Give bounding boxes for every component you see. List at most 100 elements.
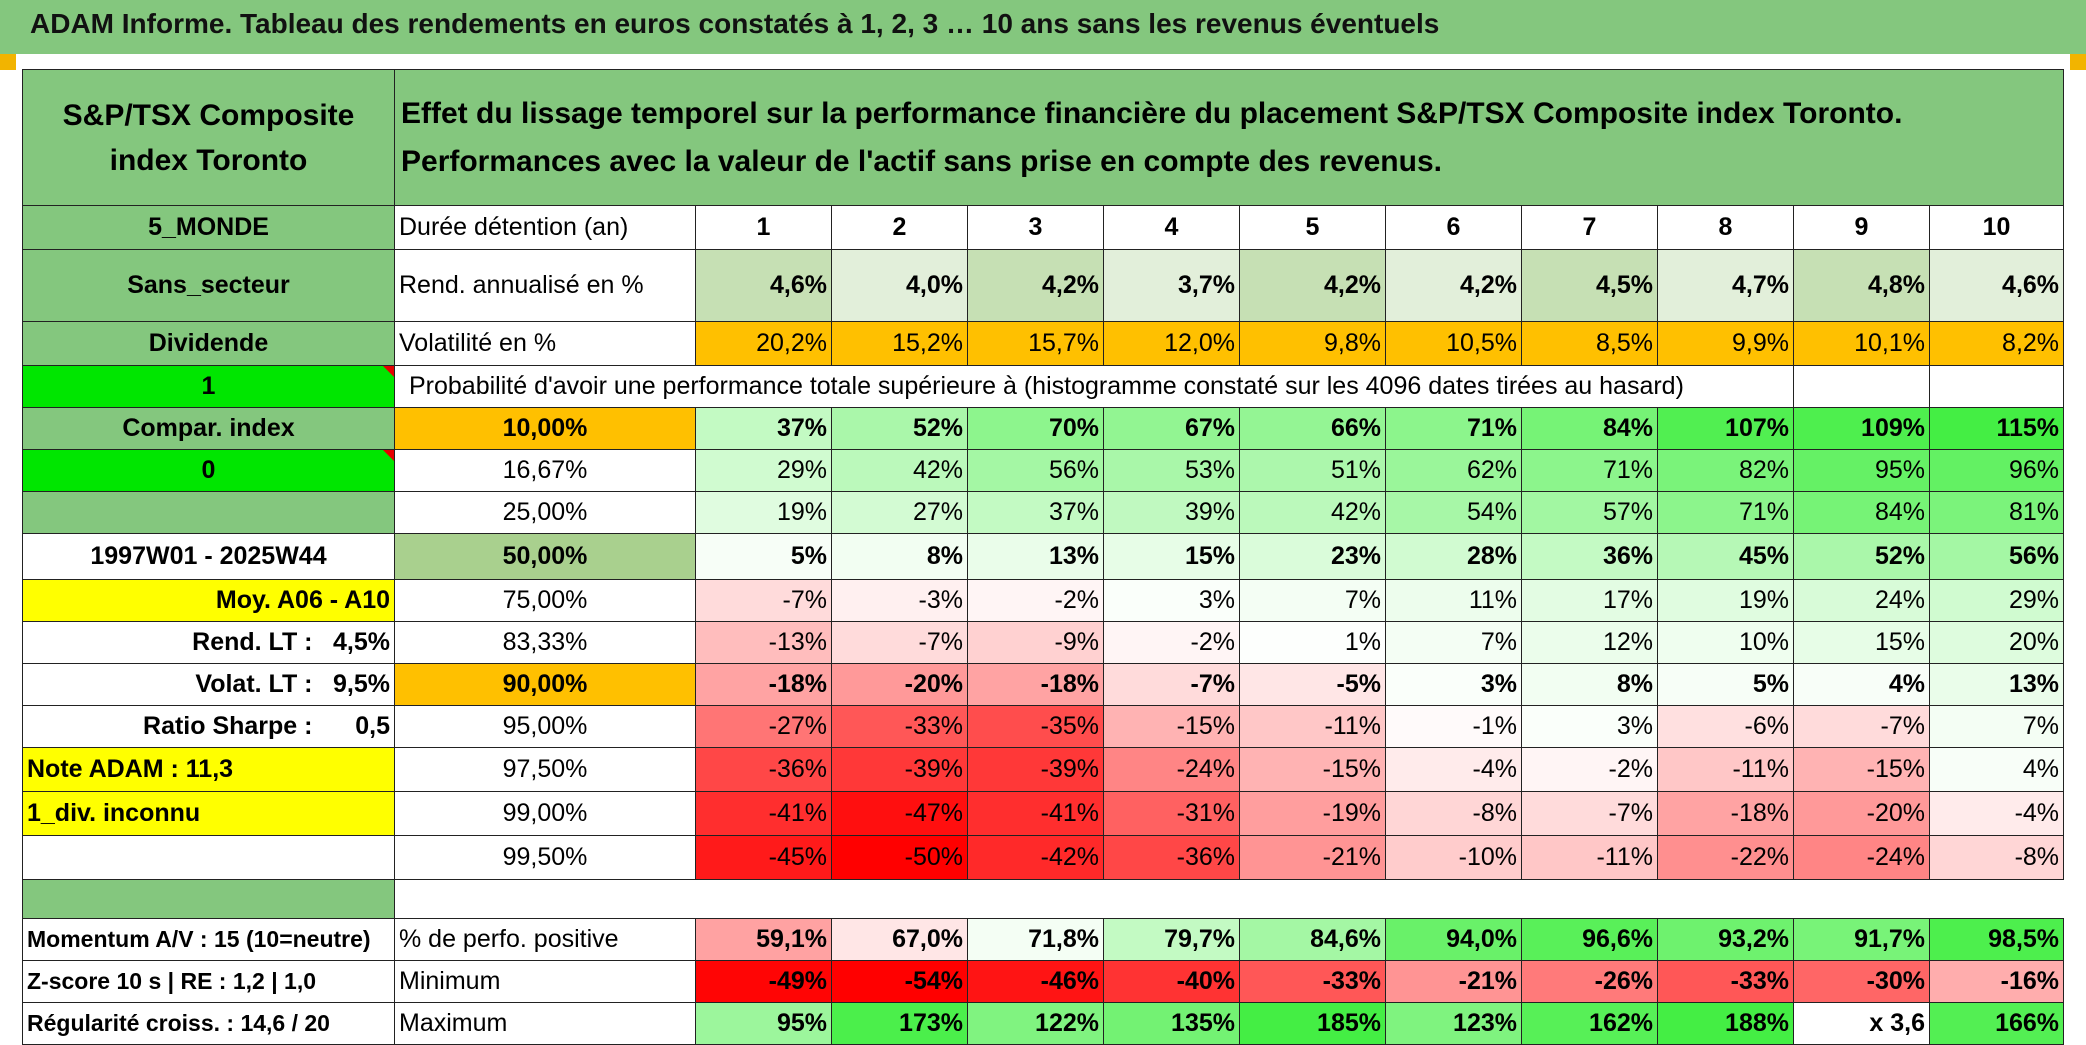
threshold-label: 50,00% (394, 533, 696, 580)
year-header: 10 (1928, 205, 2065, 250)
rend-stat-label: Rend. LT : (192, 628, 313, 656)
value-cell: -16% (1928, 960, 2065, 1003)
value-cell: 3% (1521, 705, 1658, 748)
value-cell: 3% (1103, 579, 1240, 622)
table-row: 1997W01 - 2025W44 50,00% 5% 8% 13% 15% 23% 28% 3… (22, 533, 2065, 580)
value-cell: -7% (1103, 663, 1240, 706)
value-cell: -26% (1521, 960, 1658, 1003)
value-cell: 19% (695, 491, 832, 534)
value-cell: -45% (695, 835, 832, 880)
vol-value: 15,7% (967, 321, 1104, 366)
value-cell: 7% (1385, 621, 1522, 664)
duration-label: Durée détention (an) (394, 205, 696, 250)
table-row: Ratio Sharpe :0,5 95,00% -27% -33% -35% -15% -… (22, 705, 2065, 748)
value-cell: -11% (1239, 705, 1386, 748)
value-cell: -3% (831, 579, 968, 622)
table-row: 1_div. inconnu 99,00% -41% -47% -41% -31% -19%… (22, 791, 2065, 836)
table-row: Momentum A/V : 15 (10=neutre)% de perfo.… (22, 918, 2065, 961)
threshold-label: 25,00% (394, 491, 696, 534)
value-cell: -13% (695, 621, 832, 664)
threshold-label: 10,00% (394, 407, 696, 450)
index-name: S&P/TSX Composite index Toronto (22, 69, 395, 206)
proba-label: Probabilité d'avoir une performance tota… (394, 365, 1794, 408)
value-cell: -18% (1657, 791, 1794, 836)
year-header: 1 (695, 205, 832, 250)
threshold-label: 90,00% (394, 663, 696, 706)
table-row: Note ADAM : 11,3 97,50% -36% -39% -39% -24% -1… (22, 747, 2065, 792)
value-cell: -46% (967, 960, 1104, 1003)
threshold-label: 16,67% (394, 449, 696, 492)
value-cell: 95% (695, 1002, 832, 1045)
value-cell: -54% (831, 960, 968, 1003)
rend-value: 4,2% (967, 249, 1104, 322)
zscore-label: Z-score 10 s | RE : 1,2 | 1,0 (22, 960, 395, 1003)
vol-value: 9,8% (1239, 321, 1386, 366)
value-cell: 19% (1657, 579, 1794, 622)
compar-label: Compar. index (22, 407, 395, 450)
value-cell: -11% (1657, 747, 1794, 792)
note-label: Note ADAM : 11,3 (22, 747, 395, 792)
positive-label: % de perfo. positive (394, 918, 696, 961)
value-cell: 123% (1385, 1002, 1522, 1045)
value-cell: -21% (1385, 960, 1522, 1003)
momentum-label: Momentum A/V : 15 (10=neutre) (22, 918, 395, 961)
value-cell: -6% (1657, 705, 1794, 748)
rend-value: 4,8% (1793, 249, 1930, 322)
value-cell: -1% (1385, 705, 1522, 748)
value-cell: -27% (695, 705, 832, 748)
value-cell: -9% (967, 621, 1104, 664)
value-cell: 10% (1657, 621, 1794, 664)
vol-value: 8,2% (1928, 321, 2065, 366)
value-cell: 42% (1239, 491, 1386, 534)
vol-value: 12,0% (1103, 321, 1240, 366)
value-cell: -11% (1521, 835, 1658, 880)
value-cell: -5% (1239, 663, 1386, 706)
value-cell: 12% (1521, 621, 1658, 664)
value-cell: -21% (1239, 835, 1386, 880)
value-cell: x 3,6 (1793, 1002, 1930, 1045)
value-cell: 11% (1385, 579, 1522, 622)
value-cell: 81% (1928, 491, 2065, 534)
value-cell: 94,0% (1385, 918, 1522, 961)
value-cell: 91,7% (1793, 918, 1930, 961)
value-cell: -24% (1103, 747, 1240, 792)
spacer-cell (393, 879, 2064, 919)
year-header: 9 (1793, 205, 1930, 250)
div-label: 1_div. inconnu (22, 791, 395, 836)
value-cell: -4% (1928, 791, 2065, 836)
vol-value: 10,5% (1385, 321, 1522, 366)
rend-value: 3,7% (1103, 249, 1240, 322)
value-cell: -41% (695, 791, 832, 836)
rend-value: 4,5% (1521, 249, 1658, 322)
table-row: Rend. LT : 4,5% 83,33% -13% -7% -9% -2% 1% 7% 12%… (22, 621, 2065, 664)
value-cell: 54% (1385, 491, 1522, 534)
value-cell: 7% (1239, 579, 1386, 622)
rend-value: 4,6% (695, 249, 832, 322)
value-cell: -7% (1793, 705, 1930, 748)
value-cell: -40% (1103, 960, 1240, 1003)
value-cell: 115% (1928, 407, 2065, 450)
value-cell: -35% (967, 705, 1104, 748)
value-cell: 4% (1928, 747, 2065, 792)
value-cell: -49% (695, 960, 832, 1003)
value-cell: -15% (1103, 705, 1240, 748)
value-cell: 185% (1239, 1002, 1386, 1045)
rend-value: 4,6% (1928, 249, 2065, 322)
region-label: 5_MONDE (22, 205, 395, 250)
value-cell: -20% (831, 663, 968, 706)
value-cell: 188% (1657, 1002, 1794, 1045)
value-cell: 5% (1657, 663, 1794, 706)
value-cell: 84% (1793, 491, 1930, 534)
value-cell: 37% (695, 407, 832, 450)
title-banner: ADAM Informe. Tableau des rendements en … (0, 0, 2086, 54)
vol-label: Volatilité en % (394, 321, 696, 366)
value-cell: 56% (967, 449, 1104, 492)
sharpe-stat: Ratio Sharpe : 0,5 (22, 705, 395, 748)
value-cell: 52% (1793, 533, 1930, 580)
flag-zero: 0 (22, 449, 395, 492)
value-cell: -50% (831, 835, 968, 880)
empty-cell (22, 491, 395, 534)
value-cell: 66% (1239, 407, 1386, 450)
spacer-cell (22, 879, 395, 919)
value-cell: 84,6% (1239, 918, 1386, 961)
